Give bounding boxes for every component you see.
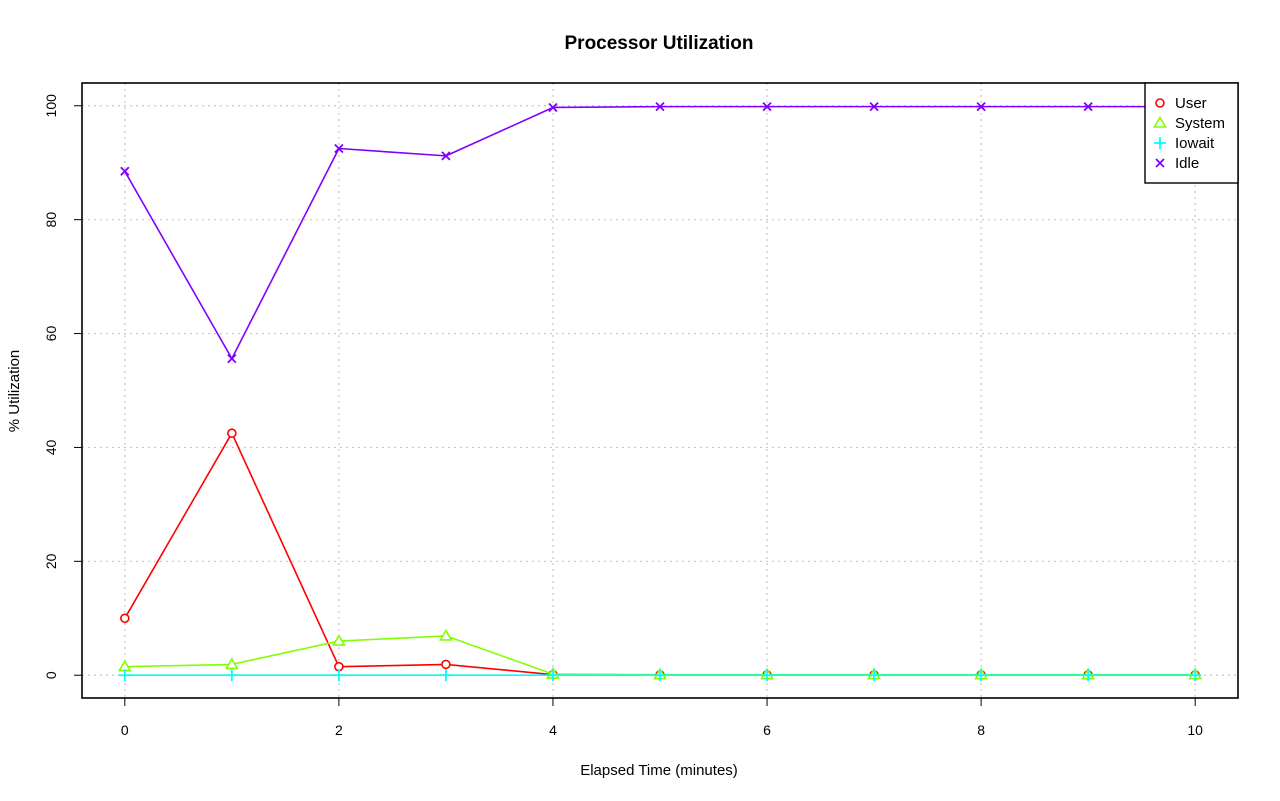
point-idle	[227, 353, 237, 364]
point-iowait	[761, 669, 774, 682]
point-iowait	[868, 669, 881, 682]
series-layer	[117, 101, 1203, 682]
x-tick-label: 6	[763, 722, 771, 738]
point-iowait	[654, 669, 666, 682]
y-axis-label: % Utilization	[6, 350, 23, 433]
x-tick-label: 8	[977, 722, 985, 738]
point-iowait	[546, 669, 559, 682]
y-tick-label: 40	[43, 439, 59, 455]
series-idle	[120, 101, 1200, 364]
y-tick-label: 60	[43, 326, 59, 342]
point-idle	[1083, 101, 1093, 112]
point-idle	[976, 101, 986, 112]
legend-label-iowait: Iowait	[1175, 135, 1215, 152]
x-tick-label: 4	[549, 722, 557, 738]
point-iowait	[1189, 669, 1202, 682]
legend-marker-system	[1153, 115, 1167, 128]
point-idle	[441, 151, 451, 161]
y-tick-label: 0	[43, 671, 59, 679]
point-iowait	[332, 669, 345, 682]
x-axis-label: Elapsed Time (minutes)	[580, 762, 738, 779]
series-user	[120, 428, 1200, 680]
legend-label-user: User	[1175, 95, 1207, 112]
legend-marker-idle	[1155, 158, 1165, 168]
legend-label-system: System	[1175, 115, 1225, 132]
point-idle	[762, 101, 772, 112]
legend-label-idle: Idle	[1175, 155, 1199, 172]
series-iowait	[118, 669, 1202, 682]
x-tick-label: 10	[1187, 722, 1203, 738]
point-idle	[548, 102, 558, 113]
x-tick-label: 2	[335, 722, 343, 738]
point-iowait	[118, 669, 131, 682]
point-system	[332, 633, 346, 646]
y-tick-label: 20	[43, 553, 59, 569]
y-tick-label: 80	[43, 212, 59, 228]
chart-title: Processor Utilization	[565, 33, 754, 54]
point-iowait	[225, 669, 238, 682]
point-idle	[334, 143, 344, 154]
point-system	[224, 657, 239, 670]
point-iowait	[439, 669, 452, 682]
point-system	[439, 628, 453, 641]
series-line-idle	[124, 105, 1196, 360]
x-tick-label: 0	[121, 722, 129, 738]
y-tick-label: 100	[43, 94, 59, 118]
legend-marker-user	[1155, 98, 1165, 108]
point-iowait	[1082, 669, 1095, 682]
point-idle	[869, 101, 879, 112]
grid	[82, 83, 1238, 698]
point-idle	[120, 166, 130, 176]
legend: User System Iowait Idle	[1144, 82, 1239, 184]
legend-marker-iowait	[1154, 137, 1166, 149]
series-line-user	[124, 432, 1196, 676]
point-user	[441, 659, 451, 670]
point-user	[120, 613, 130, 624]
point-user	[227, 428, 237, 439]
plot-frame	[81, 82, 1239, 699]
point-iowait	[975, 669, 988, 682]
point-idle	[655, 101, 665, 112]
